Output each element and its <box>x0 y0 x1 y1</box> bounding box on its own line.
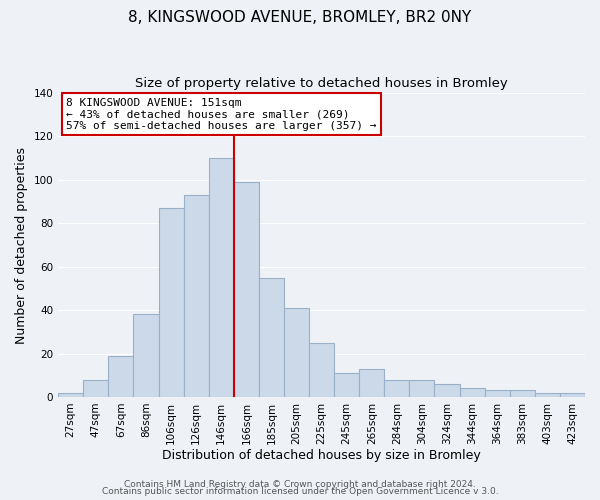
Bar <box>434 384 460 397</box>
Text: Contains public sector information licensed under the Open Government Licence v : Contains public sector information licen… <box>101 487 499 496</box>
Bar <box>234 182 259 397</box>
Bar <box>510 390 535 397</box>
Bar <box>259 278 284 397</box>
Bar <box>184 195 209 397</box>
Bar <box>385 380 409 397</box>
Bar <box>485 390 510 397</box>
Text: Contains HM Land Registry data © Crown copyright and database right 2024.: Contains HM Land Registry data © Crown c… <box>124 480 476 489</box>
Bar <box>83 380 109 397</box>
Bar <box>460 388 485 397</box>
Bar <box>409 380 434 397</box>
Y-axis label: Number of detached properties: Number of detached properties <box>15 146 28 344</box>
Bar <box>309 342 334 397</box>
Bar <box>209 158 234 397</box>
Bar <box>58 392 83 397</box>
Bar <box>158 208 184 397</box>
Bar <box>535 392 560 397</box>
Text: 8 KINGSWOOD AVENUE: 151sqm
← 43% of detached houses are smaller (269)
57% of sem: 8 KINGSWOOD AVENUE: 151sqm ← 43% of deta… <box>66 98 377 131</box>
Bar <box>109 356 133 397</box>
Bar <box>284 308 309 397</box>
Bar <box>359 368 385 397</box>
Title: Size of property relative to detached houses in Bromley: Size of property relative to detached ho… <box>135 78 508 90</box>
X-axis label: Distribution of detached houses by size in Bromley: Distribution of detached houses by size … <box>162 450 481 462</box>
Bar <box>560 392 585 397</box>
Bar <box>334 373 359 397</box>
Bar <box>133 314 158 397</box>
Text: 8, KINGSWOOD AVENUE, BROMLEY, BR2 0NY: 8, KINGSWOOD AVENUE, BROMLEY, BR2 0NY <box>128 10 472 25</box>
